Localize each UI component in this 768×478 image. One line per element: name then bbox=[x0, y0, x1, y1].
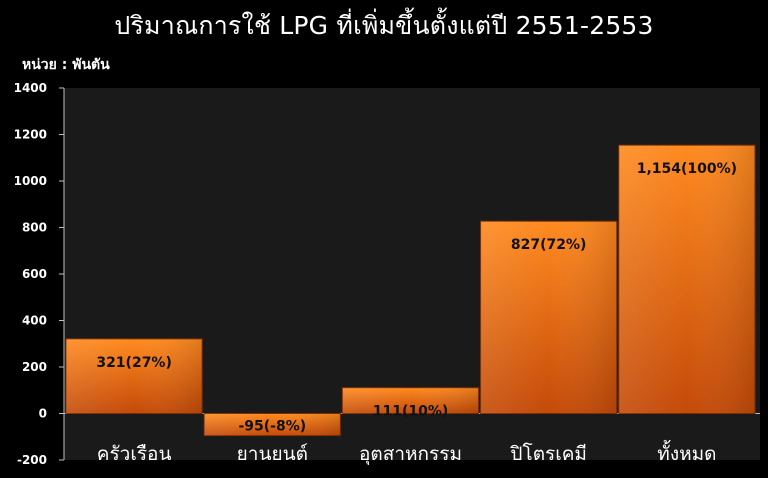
y-tick-label: 400 bbox=[22, 314, 47, 328]
y-tick-label: 800 bbox=[22, 221, 47, 235]
bar-shine bbox=[618, 145, 755, 414]
y-tick-label: 200 bbox=[22, 360, 47, 374]
y-tick-label: -200 bbox=[17, 453, 47, 467]
category-label: อุตสาหกรรม bbox=[359, 443, 462, 466]
category-label: ครัวเรือน bbox=[97, 443, 172, 465]
y-tick-label: 0 bbox=[39, 407, 47, 421]
unit-label: หน่วย : พันตัน bbox=[22, 57, 110, 73]
data-label: 1,154(100%) bbox=[637, 161, 737, 177]
data-label: 111(10%) bbox=[373, 404, 449, 420]
chart-title: ปริมาณการใช้ LPG ที่เพิ่มขึ้นตั้งแต่ปี 2… bbox=[114, 11, 654, 40]
bar-shine bbox=[66, 338, 203, 414]
category-label: ปิโตรเคมี bbox=[510, 442, 587, 465]
category-label: ทั้งหมด bbox=[657, 440, 716, 465]
data-label: 827(72%) bbox=[511, 237, 587, 253]
data-label: 321(27%) bbox=[96, 355, 172, 371]
y-tick-label: 1400 bbox=[14, 81, 47, 95]
bar-shine bbox=[342, 387, 479, 414]
y-tick-label: 600 bbox=[22, 267, 47, 281]
bar-shine bbox=[480, 221, 617, 414]
y-tick-label: 1200 bbox=[14, 128, 47, 142]
data-label: -95(-8%) bbox=[238, 419, 306, 435]
bar-shine bbox=[204, 413, 341, 436]
y-tick-label: 1000 bbox=[14, 174, 47, 188]
category-label: ยานยนต์ bbox=[237, 443, 308, 465]
